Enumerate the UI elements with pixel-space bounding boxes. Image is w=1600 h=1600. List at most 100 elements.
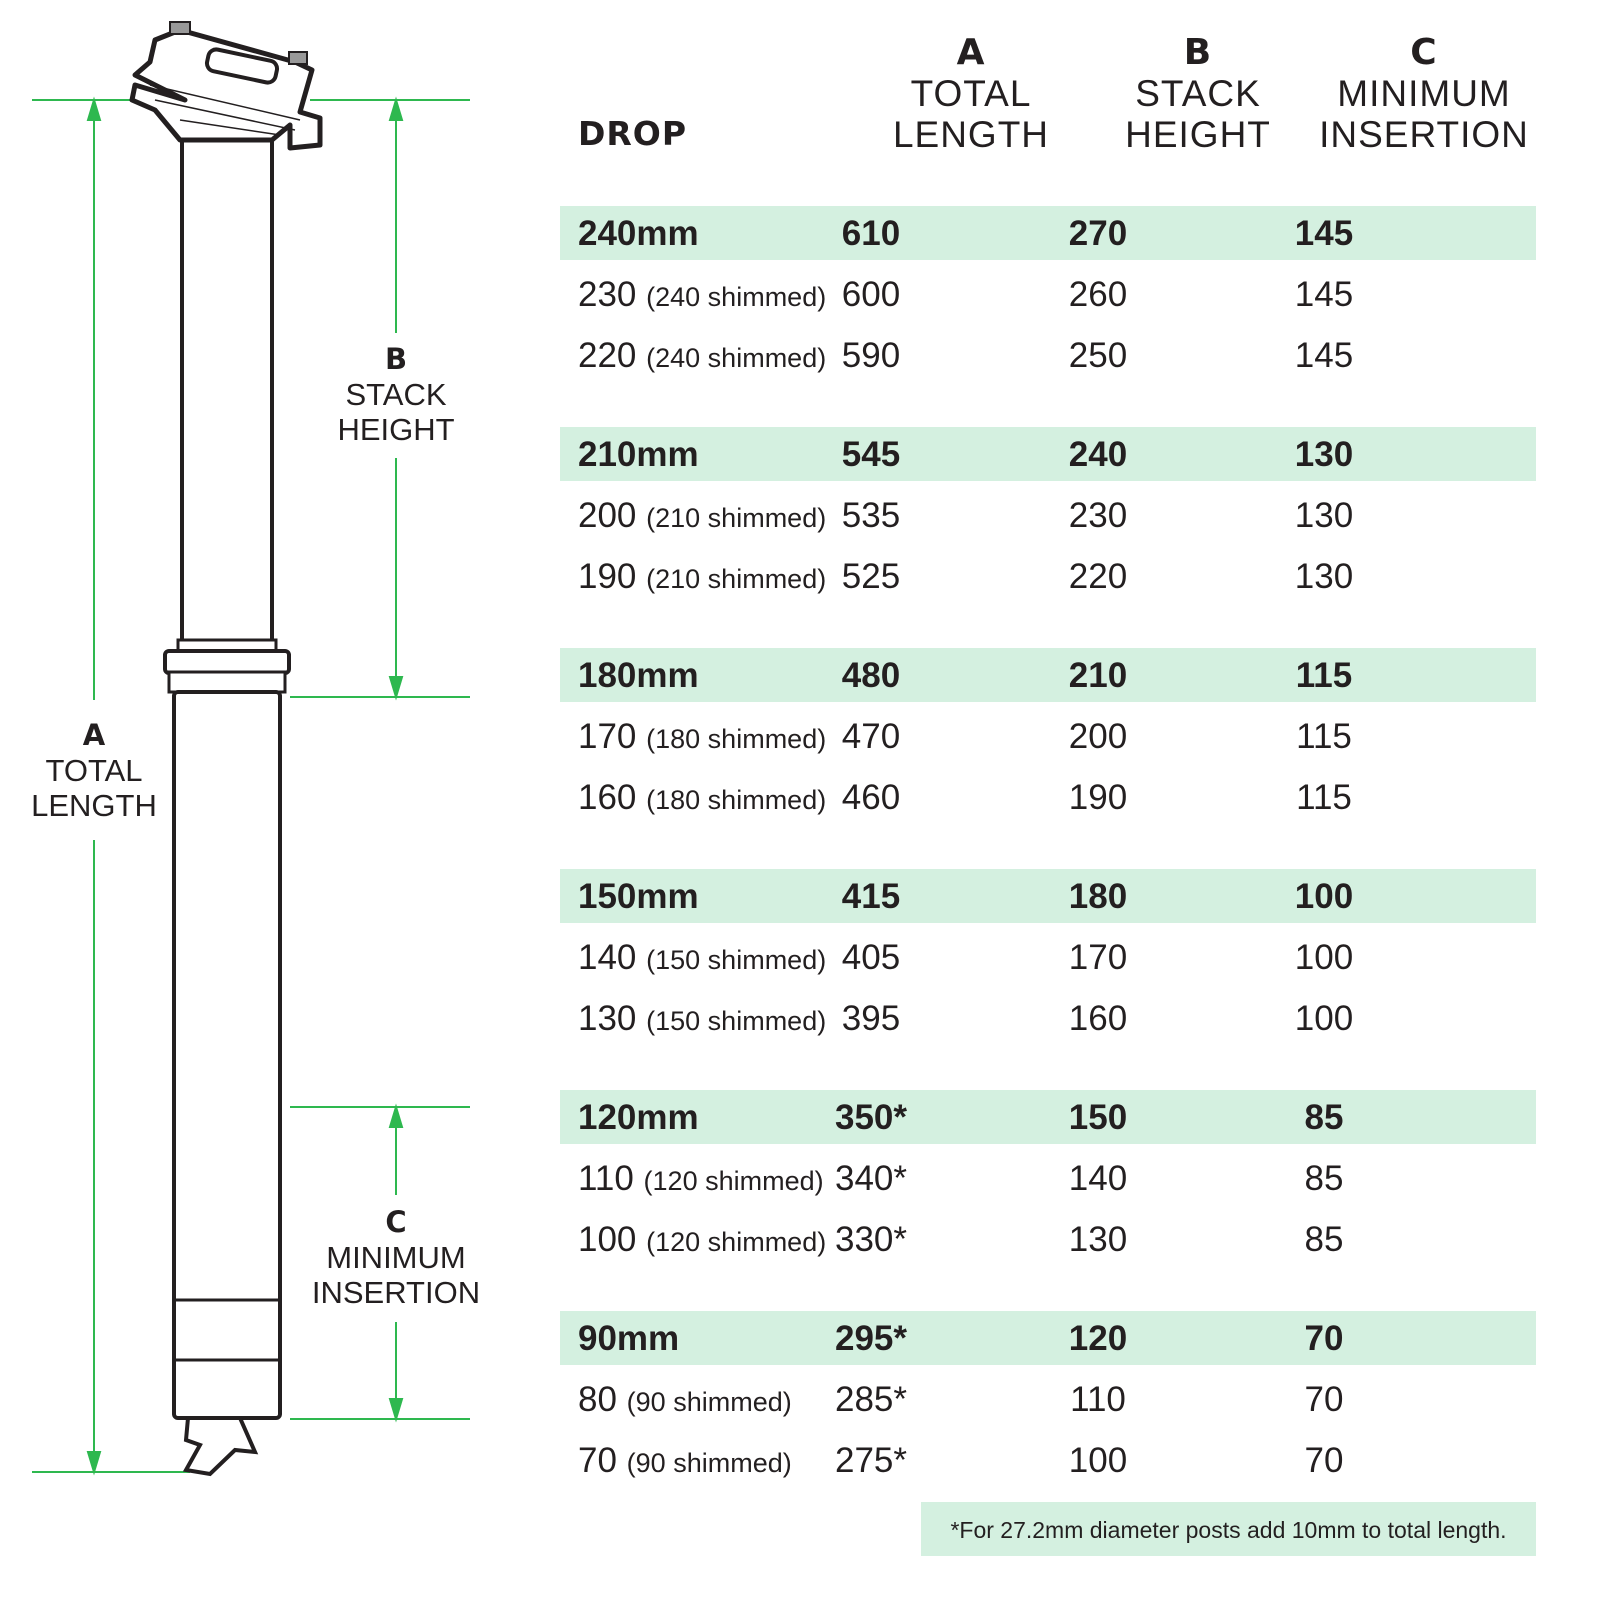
shim-note: (120 shimmed) — [646, 1227, 827, 1257]
cell-drop: 240mm — [578, 206, 699, 262]
cell-stack-height: 200 — [1068, 717, 1128, 756]
cell-stack-height: 110 — [1070, 1380, 1126, 1419]
cell-total-length: 405 — [841, 938, 901, 977]
cell-minimum-insertion: 100 — [1294, 999, 1354, 1038]
table-row: 80 (90 shimmed) 285* 110 70 — [560, 1372, 1536, 1426]
seatpost-drawing — [129, 21, 323, 1477]
drop-value: 120mm — [578, 1098, 699, 1137]
drop-value: 80 — [578, 1380, 617, 1419]
cell-drop: 210mm — [578, 427, 699, 483]
cell-stack-height: 120 — [1068, 1319, 1128, 1358]
cell-minimum-insertion: 85 — [1304, 1159, 1344, 1198]
drop-value: 210mm — [578, 435, 699, 474]
cell-drop: 170 (180 shimmed) — [578, 709, 826, 767]
label-c-line2: INSERTION — [311, 1275, 481, 1310]
cell-drop: 120mm — [578, 1090, 699, 1146]
drop-value: 100 — [578, 1220, 637, 1259]
cell-total-length: 395 — [841, 999, 901, 1038]
cell-minimum-insertion: 115 — [1296, 717, 1352, 756]
table-row: 160 (180 shimmed) 460 190 115 — [560, 770, 1536, 824]
cell-minimum-insertion: 145 — [1294, 275, 1354, 314]
cell-stack-height: 230 — [1068, 496, 1128, 535]
cell-drop: 70 (90 shimmed) — [578, 1433, 792, 1491]
header-a-line2: LENGTH — [892, 114, 1050, 155]
shim-note: (120 shimmed) — [643, 1166, 824, 1196]
cell-stack-height: 160 — [1068, 999, 1128, 1038]
header-a-letter: A — [956, 32, 986, 73]
cell-stack-height: 270 — [1068, 214, 1128, 253]
cell-minimum-insertion: 130 — [1294, 435, 1354, 474]
cell-stack-height: 240 — [1068, 435, 1128, 474]
cell-total-length: 525 — [841, 557, 901, 596]
header-b: B STACK HEIGHT — [1078, 32, 1318, 155]
header-c: C MINIMUM INSERTION — [1304, 32, 1544, 155]
header-b-line1: STACK — [1135, 73, 1261, 114]
table-row: 220 (240 shimmed) 590 250 145 — [560, 328, 1536, 382]
drop-value: 130 — [578, 999, 637, 1038]
label-a-line1: TOTAL — [45, 753, 143, 788]
shim-note: (240 shimmed) — [646, 343, 827, 373]
label-b-stack-height: B STACK HEIGHT — [296, 342, 496, 447]
drop-value: 240mm — [578, 214, 699, 253]
cell-total-length: 340* — [834, 1159, 908, 1198]
footnote: *For 27.2mm diameter posts add 10mm to t… — [921, 1502, 1536, 1556]
label-b-line1: STACK — [345, 377, 447, 412]
shim-note: (90 shimmed) — [626, 1387, 792, 1417]
label-a-total-length: A TOTAL LENGTH — [0, 718, 194, 823]
label-b-line2: HEIGHT — [337, 412, 455, 447]
shim-note: (90 shimmed) — [626, 1448, 792, 1478]
label-a-letter: A — [82, 718, 106, 752]
drop-value: 180mm — [578, 656, 699, 695]
cell-stack-height: 250 — [1068, 336, 1128, 375]
header-c-line1: MINIMUM — [1337, 73, 1511, 114]
shim-note: (210 shimmed) — [646, 503, 827, 533]
cell-total-length: 350* — [834, 1098, 908, 1137]
cell-total-length: 470 — [841, 717, 901, 756]
header-b-line2: HEIGHT — [1125, 114, 1271, 155]
cell-total-length: 610 — [841, 214, 901, 253]
header-b-letter: B — [1183, 32, 1213, 73]
cell-stack-height: 260 — [1068, 275, 1128, 314]
table-row: 200 (210 shimmed) 535 230 130 — [560, 488, 1536, 542]
cell-minimum-insertion: 115 — [1295, 656, 1353, 695]
drop-value: 200 — [578, 496, 637, 535]
cell-total-length: 480 — [841, 656, 901, 695]
cell-total-length: 545 — [841, 435, 901, 474]
header-c-letter: C — [1410, 32, 1438, 73]
cell-total-length: 285* — [834, 1380, 908, 1419]
drop-value: 230 — [578, 275, 637, 314]
table-row-highlight: 210mm 545 240 130 — [560, 427, 1536, 481]
shim-note: (150 shimmed) — [646, 1006, 827, 1036]
label-c-letter: C — [385, 1205, 407, 1239]
cell-drop: 130 (150 shimmed) — [578, 991, 826, 1049]
cell-stack-height: 180 — [1068, 877, 1128, 916]
drop-value: 170 — [578, 717, 637, 756]
drop-value: 90mm — [578, 1319, 680, 1358]
cell-stack-height: 150 — [1068, 1098, 1128, 1137]
cell-drop: 230 (240 shimmed) — [578, 267, 826, 325]
drop-value: 220 — [578, 336, 637, 375]
cell-total-length: 330* — [834, 1220, 908, 1259]
table-row-highlight: 240mm 610 270 145 — [560, 206, 1536, 260]
table-row: 190 (210 shimmed) 525 220 130 — [560, 549, 1536, 603]
cell-minimum-insertion: 70 — [1304, 1319, 1344, 1358]
shim-note: (180 shimmed) — [646, 785, 827, 815]
cell-stack-height: 190 — [1068, 778, 1128, 817]
cell-stack-height: 170 — [1068, 938, 1128, 977]
cell-minimum-insertion: 100 — [1294, 938, 1354, 977]
cell-drop: 200 (210 shimmed) — [578, 488, 826, 546]
cell-stack-height: 140 — [1068, 1159, 1128, 1198]
table-row-highlight: 150mm 415 180 100 — [560, 869, 1536, 923]
label-a-line2: LENGTH — [31, 788, 157, 823]
drop-value: 190 — [578, 557, 637, 596]
cell-minimum-insertion: 85 — [1304, 1220, 1344, 1259]
cell-total-length: 460 — [841, 778, 901, 817]
cell-minimum-insertion: 145 — [1294, 214, 1354, 253]
table-row: 230 (240 shimmed) 600 260 145 — [560, 267, 1536, 321]
shim-note: (150 shimmed) — [646, 945, 827, 975]
drop-value: 110 — [578, 1159, 634, 1198]
cell-drop: 190 (210 shimmed) — [578, 549, 826, 607]
drop-value: 140 — [578, 938, 637, 977]
label-b-letter: B — [384, 342, 408, 376]
table-row: 140 (150 shimmed) 405 170 100 — [560, 930, 1536, 984]
